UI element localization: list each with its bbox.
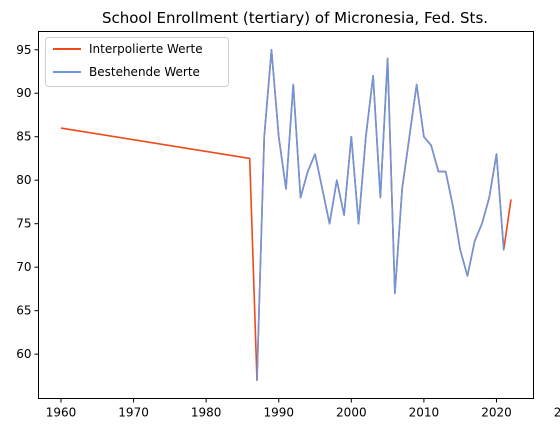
y-tick-label: 95 bbox=[16, 43, 31, 57]
y-tick-label: 75 bbox=[16, 217, 31, 231]
chart-title: School Enrollment (tertiary) of Micrones… bbox=[102, 9, 488, 27]
x-tick-label: 1970 bbox=[118, 406, 149, 420]
x-tick-label: 1990 bbox=[263, 406, 294, 420]
y-tick-label: 65 bbox=[16, 304, 31, 318]
x-tick-label: 2030 bbox=[554, 406, 560, 420]
x-tick-label: 2010 bbox=[409, 406, 440, 420]
legend: Interpolierte Werte Bestehende Werte bbox=[46, 38, 229, 87]
x-axis: 1960 1970 1980 1990 2000 2010 2020 2030 bbox=[46, 399, 560, 420]
legend-label-interpolated: Interpolierte Werte bbox=[89, 42, 203, 56]
plot-area bbox=[61, 50, 511, 380]
series-line-interpolated bbox=[61, 50, 511, 380]
x-tick-label: 1960 bbox=[46, 406, 77, 420]
y-tick-label: 80 bbox=[16, 173, 31, 187]
x-tick-label: 1980 bbox=[191, 406, 222, 420]
x-tick-label: 2020 bbox=[481, 406, 512, 420]
y-tick-label: 70 bbox=[16, 260, 31, 274]
series-line-existing bbox=[257, 50, 504, 380]
legend-label-existing: Bestehende Werte bbox=[89, 65, 200, 79]
y-axis: 60 65 70 75 80 85 90 95 bbox=[16, 43, 38, 361]
y-tick-label: 90 bbox=[16, 86, 31, 100]
y-tick-label: 85 bbox=[16, 130, 31, 144]
y-tick-label: 60 bbox=[16, 347, 31, 361]
x-tick-label: 2000 bbox=[336, 406, 367, 420]
